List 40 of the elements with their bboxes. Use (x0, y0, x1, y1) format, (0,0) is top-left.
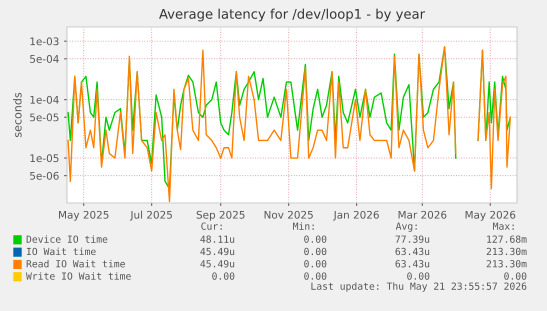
text: 0.00 (304, 272, 326, 280)
text: 0.00 (304, 248, 326, 256)
text: 48.11u (200, 235, 234, 243)
text: Min: (293, 222, 314, 230)
text: 63.43u (396, 260, 430, 268)
text: 0.00 (504, 272, 526, 280)
text: 0.00 (304, 235, 326, 243)
text: 0.00 (407, 272, 430, 280)
y-tick-label: 1e-03 (30, 37, 59, 46)
text: Last update: Thu May 21 23:55:57 2026 (311, 282, 526, 292)
y-tick-label: 5e-05 (30, 113, 58, 122)
y-tick-label: 1e-04 (30, 96, 59, 104)
text: Max: (493, 222, 514, 230)
text: 45.49u (200, 248, 234, 256)
x-tick-label: Sep 2025 (196, 210, 245, 221)
chart-title: Average latency for /dev/loop1 - by year (159, 8, 426, 22)
text: 213.30m (486, 248, 527, 256)
y-tick-label: 5e-06 (30, 172, 59, 180)
legend-label: Read IO Wait time (26, 260, 125, 268)
x-tick-label: May 2025 (59, 210, 108, 221)
x-tick-label: Nov 2025 (264, 210, 313, 219)
text: 213.30m (486, 260, 527, 268)
x-tick-label: Jul 2025 (130, 210, 172, 221)
x-tick-label: May 2026 (466, 210, 516, 221)
text: 0.00 (212, 272, 234, 280)
y-axis-title: seconds (13, 92, 22, 138)
x-tick-label: Mar 2026 (398, 210, 446, 219)
text: Avg: (396, 222, 417, 232)
text: Cur: (201, 222, 222, 230)
y-tick-label: 1e-05 (30, 154, 58, 162)
text: 45.49u (200, 260, 234, 268)
text: 0.00 (304, 260, 326, 268)
y-tick-label: 5e-04 (30, 55, 59, 63)
legend-label: Write IO Wait time (26, 272, 131, 280)
text: 63.43u (396, 248, 430, 256)
x-tick-label: Jan 2026 (333, 210, 379, 221)
text: 127.68m (487, 235, 527, 243)
text: 77.39u (396, 235, 430, 243)
legend-label: Device IO time (26, 235, 108, 243)
legend-label: IO Wait time (26, 248, 96, 256)
